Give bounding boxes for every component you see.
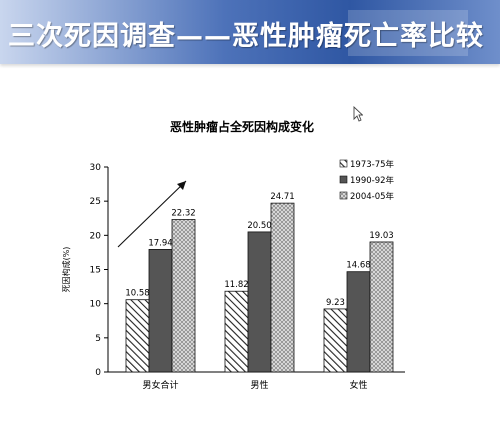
bar-value-label: 14.68 <box>346 261 370 271</box>
bar-value-label: 11.82 <box>224 280 248 290</box>
legend-swatch <box>339 159 348 168</box>
y-tick-label: 0 <box>95 368 101 378</box>
y-tick-label: 30 <box>90 163 102 173</box>
bar-value-label: 24.71 <box>270 192 294 202</box>
y-tick-label: 25 <box>90 197 101 207</box>
bar <box>270 202 295 373</box>
bar <box>369 241 394 373</box>
y-tick-label: 5 <box>95 334 101 344</box>
category-label: 女性 <box>349 379 367 391</box>
arrow-cursor-icon <box>353 106 363 122</box>
y-tick-label: 15 <box>90 266 101 276</box>
y-axis-label: 死因构成(%) <box>61 247 71 293</box>
bar-value-label: 17.94 <box>148 238 172 248</box>
legend-swatch <box>339 175 348 184</box>
trend-arrowhead <box>177 181 186 190</box>
bar <box>346 271 371 373</box>
bar-value-label: 19.03 <box>369 231 393 241</box>
bar <box>171 219 196 373</box>
legend-label: 2004-05年 <box>350 191 395 202</box>
legend-label: 1990-92年 <box>350 175 395 186</box>
title-banner: 三次死因调查——恶性肿瘤死亡率比较 <box>0 0 500 64</box>
bar <box>323 308 348 373</box>
bar <box>247 231 272 373</box>
legend-label: 1973-75年 <box>350 159 395 170</box>
y-tick-label: 10 <box>90 300 102 310</box>
bar <box>125 299 150 373</box>
category-label: 男性 <box>250 379 268 391</box>
bar <box>148 249 173 373</box>
bar-value-label: 9.23 <box>326 298 345 308</box>
chart-title: 恶性肿瘤占全死因构成变化 <box>170 119 314 134</box>
banner-highlight <box>348 10 468 56</box>
bar <box>224 290 249 373</box>
slide-title: 三次死因调查——恶性肿瘤死亡率比较 <box>8 21 484 52</box>
category-label: 男女合计 <box>142 379 178 391</box>
y-tick-label: 20 <box>90 231 102 241</box>
plot-area: 0 5 10 15 20 25 30 死因构成(%) 10.58 17.94 22.32 男女合计 11… <box>61 163 405 391</box>
legend-swatch <box>339 191 348 200</box>
bar-value-label: 20.50 <box>247 221 271 231</box>
trend-arrow-icon <box>117 180 187 248</box>
legend: 1973-75年 1990-92年 2004-05年 <box>339 159 395 202</box>
bar-value-label: 10.58 <box>125 289 149 299</box>
bar-value-label: 22.32 <box>171 208 195 218</box>
